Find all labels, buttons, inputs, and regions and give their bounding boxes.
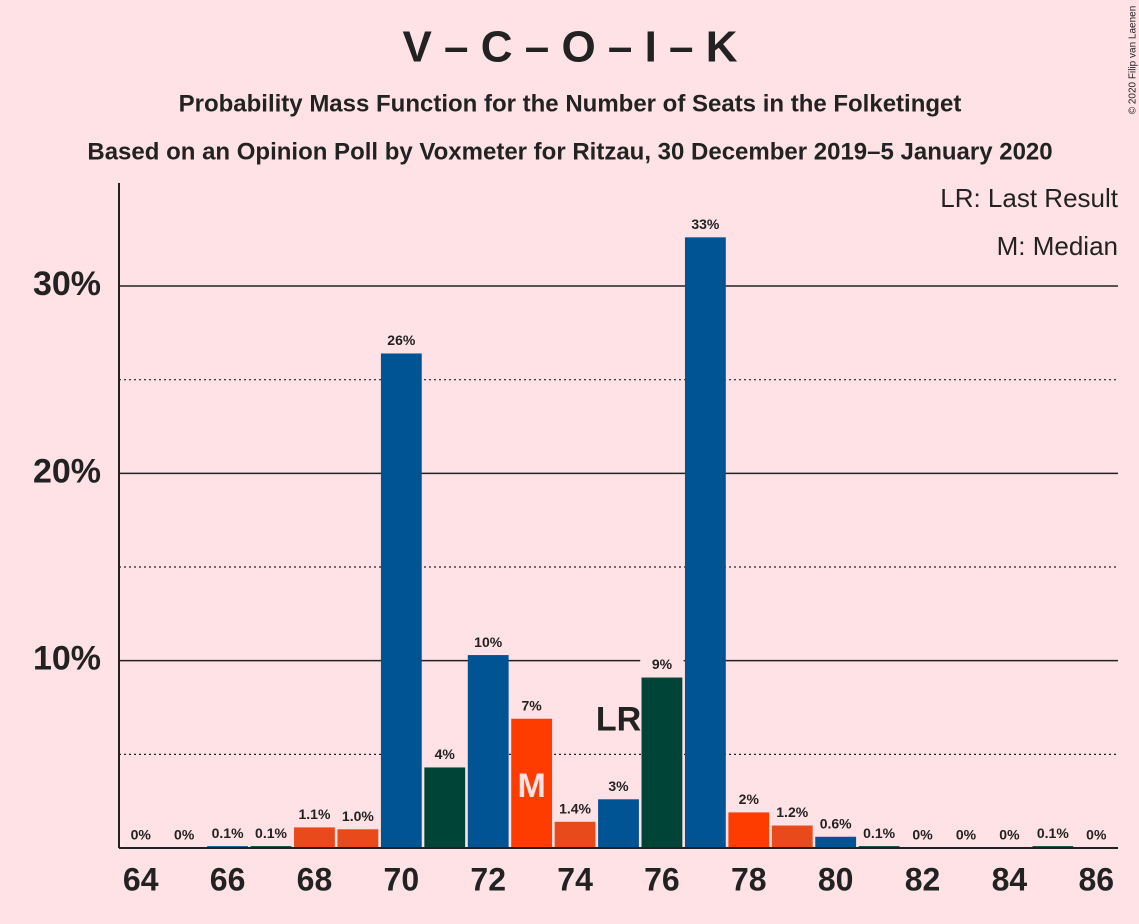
value-label: 0% [912,827,933,843]
label-bg [727,790,771,813]
x-tick-label: 80 [818,861,854,897]
bar [815,836,857,848]
x-tick-label: 64 [123,861,159,897]
label-bg [770,803,814,826]
copyright: © 2020 Filip van Laenen [1128,6,1139,115]
label-bg [249,824,293,847]
value-label: 0.1% [255,825,287,841]
value-label: 4% [435,746,456,762]
bar [728,812,770,848]
value-label: 3% [608,778,629,794]
label-bg [900,826,945,848]
value-label: 0% [1086,827,1107,843]
value-label: 0.1% [863,825,895,841]
label-bg [944,826,988,848]
chart-title: V – C – O – I – K [402,23,737,72]
label-bg [640,655,684,678]
value-label: 2% [739,791,760,807]
label-bg [683,215,728,238]
value-label: 0% [174,827,195,843]
x-tick-label: 76 [644,861,680,897]
x-tick-label: 84 [992,861,1028,897]
value-label: 0.6% [820,815,852,831]
legend-entry: M: Median [997,231,1118,261]
value-label: 33% [691,216,720,232]
label-bg [1074,826,1118,848]
label-bg [1031,824,1075,847]
label-bg [987,826,1032,848]
value-label: 9% [652,656,673,672]
x-tick-label: 70 [384,861,420,897]
bar [511,718,553,848]
label-bg [857,824,901,847]
value-label: 10% [474,634,503,650]
bar [337,829,379,848]
annotation: M [517,767,545,805]
label-bg [162,826,206,848]
bar [641,677,683,848]
label-bg [379,331,424,354]
x-tick-label: 74 [557,861,593,897]
chart-subtitle: Probability Mass Function for the Number… [179,90,962,117]
bar [380,353,422,848]
value-label: 0.1% [212,825,244,841]
value-label: 26% [387,332,416,348]
label-bg [509,696,554,719]
value-label: 0.1% [1037,825,1069,841]
value-label: 1.4% [559,800,591,816]
annotation: LR [596,700,641,738]
bar [424,767,466,848]
value-label: 7% [522,697,543,713]
bar [771,825,813,848]
label-bg [205,824,250,847]
x-tick-label: 66 [210,861,246,897]
label-bg [553,799,597,822]
value-label: 1.1% [298,806,330,822]
bar [294,827,335,848]
label-bg [596,777,641,800]
label-bg [466,633,510,656]
bar [684,237,726,848]
value-label: 0% [956,827,977,843]
bar [598,799,639,848]
value-label: 1.2% [776,804,808,820]
chart-subtitle: Based on an Opinion Poll by Voxmeter for… [87,138,1052,165]
label-bg [336,807,380,830]
label-bg [119,826,163,848]
y-tick-label: 30% [33,265,101,303]
x-tick-label: 82 [905,861,941,897]
label-bg [423,745,467,768]
y-tick-label: 10% [33,640,101,678]
bar [554,821,596,848]
y-tick-label: 20% [33,452,101,490]
legend-entry: LR: Last Result [940,183,1119,213]
x-tick-label: 86 [1078,861,1114,897]
label-bg [292,805,337,828]
x-tick-label: 72 [470,861,506,897]
value-label: 0% [999,827,1020,843]
label-bg [813,814,858,837]
bar [467,655,509,848]
x-tick-label: 68 [297,861,333,897]
value-label: 1.0% [342,808,374,824]
x-tick-label: 78 [731,861,767,897]
value-label: 0% [131,827,152,843]
